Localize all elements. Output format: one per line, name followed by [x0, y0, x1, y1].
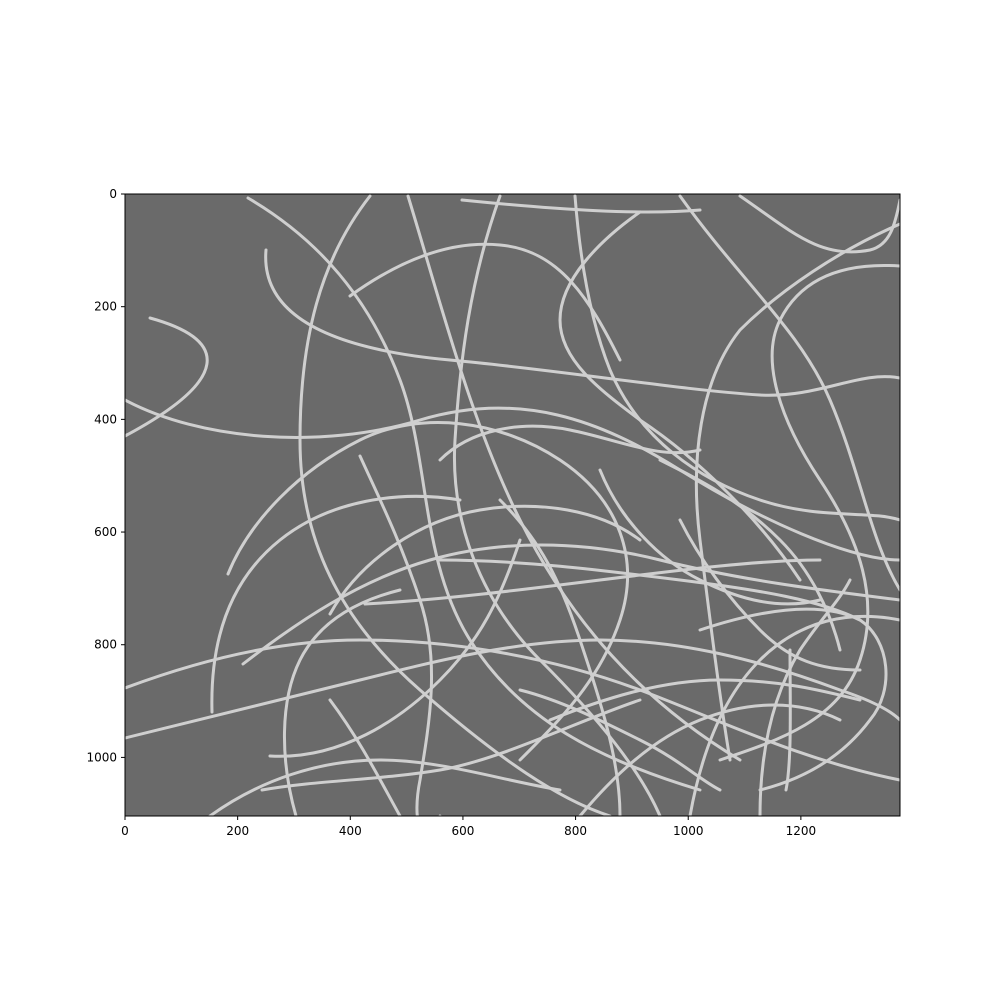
microscopy-image: [125, 194, 900, 920]
fiber: [328, 698, 402, 816]
fiber: [125, 638, 900, 782]
y-tick-label: 600: [94, 525, 117, 539]
fiber: [260, 698, 642, 792]
fiber: [718, 263, 900, 762]
fiber: [241, 543, 900, 666]
fiber: [125, 638, 900, 740]
y-tick-label: 400: [94, 412, 117, 426]
fiber: [548, 678, 862, 722]
fiber: [758, 578, 852, 816]
y-axis: 0 200 400 600 800 1000: [86, 187, 125, 764]
x-tick-label: 1000: [673, 824, 704, 838]
x-axis: 0 200 400 600 800 1000 1200: [121, 816, 816, 838]
fiber-strands: [125, 194, 900, 920]
fiber: [698, 607, 888, 792]
x-tick-label: 200: [226, 824, 249, 838]
fiber: [358, 454, 442, 816]
fiber: [678, 518, 862, 672]
fiber: [264, 248, 900, 397]
fiber: [208, 758, 562, 816]
fiber: [694, 222, 900, 762]
x-tick-label: 400: [339, 824, 362, 838]
y-tick-label: 0: [109, 187, 117, 201]
fiber: [658, 458, 842, 652]
x-tick-label: 0: [121, 824, 129, 838]
fiber: [738, 194, 900, 254]
y-tick-label: 1000: [86, 750, 117, 764]
fiber: [246, 196, 702, 792]
y-tick-label: 800: [94, 638, 117, 652]
fiber: [226, 421, 629, 762]
fiber: [678, 194, 900, 592]
fiber: [125, 860, 420, 884]
fiber: [210, 494, 462, 714]
fiber: [125, 398, 900, 562]
x-tick-label: 1200: [786, 824, 817, 838]
fiber: [328, 504, 642, 616]
fiber: [573, 194, 900, 522]
fiber: [438, 424, 702, 462]
fiber: [363, 558, 822, 606]
fiber: [282, 588, 402, 816]
fiber: [598, 468, 822, 606]
fiber: [578, 703, 842, 816]
fiber: [298, 194, 612, 816]
fiber: [125, 850, 820, 920]
axes-frame: [124, 193, 901, 817]
fiber: [518, 688, 722, 792]
x-tick-label: 800: [564, 824, 587, 838]
fiber: [498, 498, 622, 816]
fiber: [784, 648, 792, 792]
fiber: [268, 538, 522, 758]
x-tick-label: 600: [451, 824, 474, 838]
fiber: [688, 614, 900, 816]
y-tick-label: 200: [94, 300, 117, 314]
